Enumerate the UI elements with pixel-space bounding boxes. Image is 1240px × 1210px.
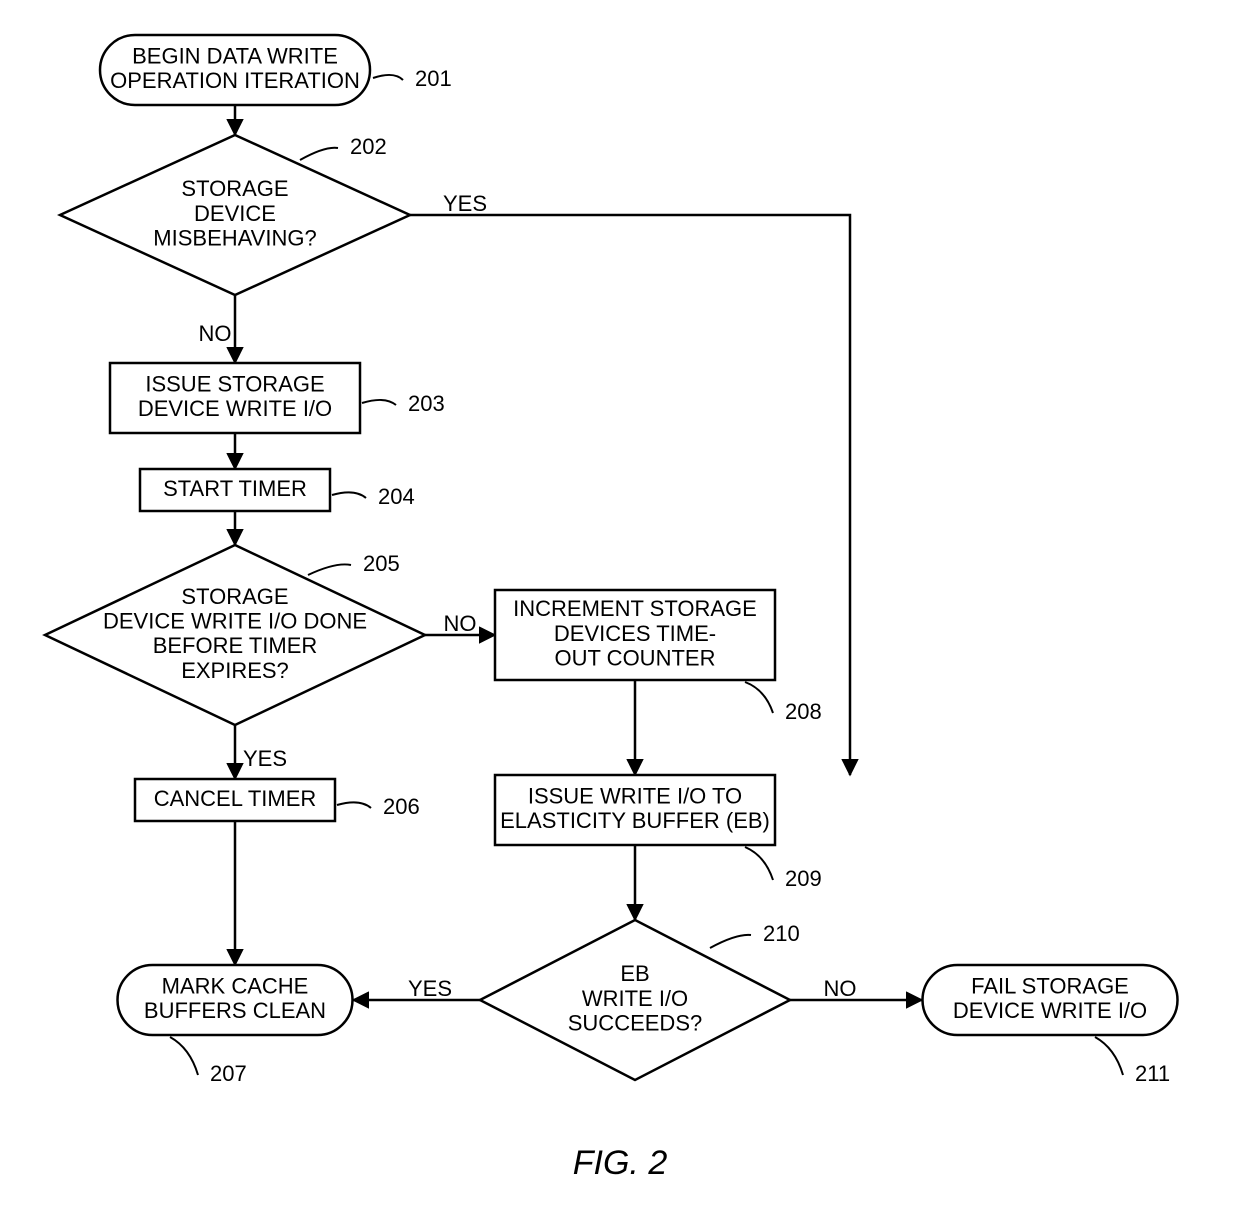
ref-leader — [170, 1037, 198, 1075]
svg-text:BEGIN DATA WRITE: BEGIN DATA WRITE — [132, 43, 338, 68]
ref-label: 207 — [210, 1061, 247, 1086]
edge-label: NO — [824, 976, 857, 1001]
svg-text:MISBEHAVING?: MISBEHAVING? — [153, 225, 316, 250]
node-n204: START TIMER — [140, 469, 330, 511]
node-n210: EBWRITE I/OSUCCEEDS? — [480, 920, 790, 1080]
svg-text:CANCEL TIMER: CANCEL TIMER — [154, 786, 317, 811]
ref-leader — [332, 492, 366, 498]
edge-label: YES — [243, 746, 287, 771]
svg-text:ISSUE WRITE I/O TO: ISSUE WRITE I/O TO — [528, 783, 742, 808]
edge-label: YES — [408, 976, 452, 1001]
svg-text:DEVICES TIME-: DEVICES TIME- — [554, 621, 716, 646]
svg-text:EXPIRES?: EXPIRES? — [181, 658, 289, 683]
svg-text:FAIL STORAGE: FAIL STORAGE — [971, 973, 1129, 998]
svg-text:SUCCEEDS?: SUCCEEDS? — [568, 1010, 702, 1035]
svg-text:ISSUE STORAGE: ISSUE STORAGE — [145, 371, 324, 396]
ref-label: 209 — [785, 866, 822, 891]
svg-text:DEVICE WRITE I/O: DEVICE WRITE I/O — [138, 396, 332, 421]
svg-text:BUFFERS CLEAN: BUFFERS CLEAN — [144, 998, 326, 1023]
edge-label: NO — [199, 321, 232, 346]
svg-text:DEVICE: DEVICE — [194, 201, 276, 226]
ref-leader — [337, 802, 371, 808]
ref-leader — [300, 148, 338, 160]
ref-label: 205 — [363, 551, 400, 576]
ref-label: 208 — [785, 699, 822, 724]
node-n206: CANCEL TIMER — [135, 779, 335, 821]
svg-text:INCREMENT STORAGE: INCREMENT STORAGE — [513, 596, 757, 621]
svg-text:ELASTICITY BUFFER (EB): ELASTICITY BUFFER (EB) — [500, 808, 770, 833]
svg-text:START TIMER: START TIMER — [163, 476, 307, 501]
edge-label: NO — [444, 611, 477, 636]
ref-leader — [308, 564, 351, 575]
ref-leader — [373, 75, 403, 80]
ref-label: 204 — [378, 484, 415, 509]
node-n211: FAIL STORAGEDEVICE WRITE I/O — [923, 965, 1178, 1035]
edge-label: YES — [443, 191, 487, 216]
ref-leader — [362, 400, 396, 405]
ref-leader — [710, 935, 751, 948]
ref-label: 211 — [1135, 1061, 1170, 1086]
ref-leader — [1095, 1037, 1123, 1075]
ref-label: 210 — [763, 921, 800, 946]
node-n201: BEGIN DATA WRITEOPERATION ITERATION — [100, 35, 370, 105]
svg-text:BEFORE TIMER: BEFORE TIMER — [153, 633, 318, 658]
ref-label: 201 — [415, 66, 452, 91]
svg-text:EB: EB — [620, 961, 649, 986]
ref-label: 202 — [350, 134, 387, 159]
svg-text:DEVICE WRITE I/O: DEVICE WRITE I/O — [953, 998, 1147, 1023]
ref-label: 203 — [408, 391, 445, 416]
node-n209: ISSUE WRITE I/O TOELASTICITY BUFFER (EB) — [495, 775, 775, 845]
node-n203: ISSUE STORAGEDEVICE WRITE I/O — [110, 363, 360, 433]
svg-text:STORAGE: STORAGE — [181, 584, 288, 609]
edge — [410, 215, 850, 775]
figure-label: FIG. 2 — [573, 1144, 668, 1182]
svg-text:WRITE I/O: WRITE I/O — [582, 986, 688, 1011]
svg-text:OUT COUNTER: OUT COUNTER — [555, 645, 716, 670]
node-n208: INCREMENT STORAGEDEVICES TIME-OUT COUNTE… — [495, 590, 775, 680]
node-n202: STORAGEDEVICEMISBEHAVING? — [60, 135, 410, 295]
svg-text:STORAGE: STORAGE — [181, 176, 288, 201]
node-n207: MARK CACHEBUFFERS CLEAN — [118, 965, 353, 1035]
svg-text:MARK CACHE: MARK CACHE — [162, 973, 309, 998]
svg-text:DEVICE WRITE I/O DONE: DEVICE WRITE I/O DONE — [103, 608, 367, 633]
svg-text:OPERATION ITERATION: OPERATION ITERATION — [110, 68, 360, 93]
ref-leader — [745, 847, 773, 880]
ref-leader — [745, 682, 773, 713]
ref-label: 206 — [383, 794, 420, 819]
